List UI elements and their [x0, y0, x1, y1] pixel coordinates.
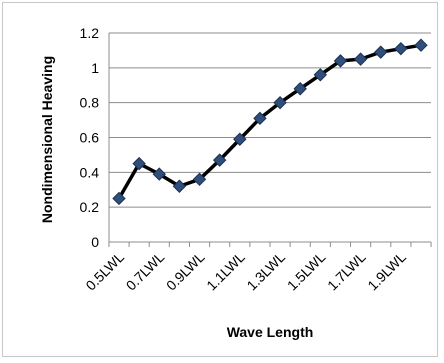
x-tick-label: 1.3LWL — [243, 249, 288, 294]
data-point-marker — [172, 179, 187, 193]
x-axis-title: Wave Length — [227, 324, 314, 340]
x-tick-label: 0.9LWL — [163, 249, 208, 294]
data-point-marker — [293, 82, 307, 96]
series-line — [117, 43, 422, 200]
data-point-marker — [333, 54, 348, 68]
data-point-marker — [152, 167, 166, 181]
x-tick-label: 1.5LWL — [284, 249, 329, 294]
series-group — [112, 38, 428, 206]
data-point-marker — [313, 68, 328, 82]
data-point-marker — [414, 38, 428, 52]
axes — [108, 33, 432, 247]
y-tick-label: 0.4 — [80, 164, 100, 180]
y-tick-label: 0.6 — [80, 130, 100, 146]
data-point-marker — [374, 45, 388, 59]
y-axis-title: Nondimensional Heaving — [39, 56, 55, 223]
y-tick-labels: 0 0.2 0.4 0.6 0.8 1 1.2 — [80, 25, 100, 250]
data-point-marker — [394, 41, 408, 56]
data-point-marker — [132, 156, 146, 171]
data-point-marker — [192, 172, 207, 187]
x-tick-label: 0.7LWL — [123, 249, 168, 294]
data-point-marker — [353, 52, 368, 66]
y-tick-label: 1 — [91, 60, 99, 76]
y-tick-label: 0.8 — [80, 95, 100, 111]
data-point-marker — [273, 95, 287, 110]
x-tick-label: 1.1LWL — [203, 249, 248, 294]
data-point-marker — [112, 191, 126, 206]
chart-frame — [2, 2, 438, 357]
x-tick-labels: 0.5LWL0.7LWL0.9LWL1.1LWL1.3LWL1.5LWL1.7L… — [82, 249, 409, 294]
data-point-marker — [253, 111, 267, 126]
data-point-marker — [233, 132, 247, 146]
y-tick-label: 0.2 — [80, 199, 100, 215]
x-tick-label: 0.5LWL — [82, 249, 127, 294]
data-point-marker — [212, 153, 227, 167]
y-tick-label: 1.2 — [80, 25, 100, 41]
x-tick-label: 1.7LWL — [324, 249, 369, 294]
y-tick-label: 0 — [91, 234, 99, 250]
grid-lines — [109, 32, 431, 208]
x-tick-label: 1.9LWL — [364, 249, 409, 294]
